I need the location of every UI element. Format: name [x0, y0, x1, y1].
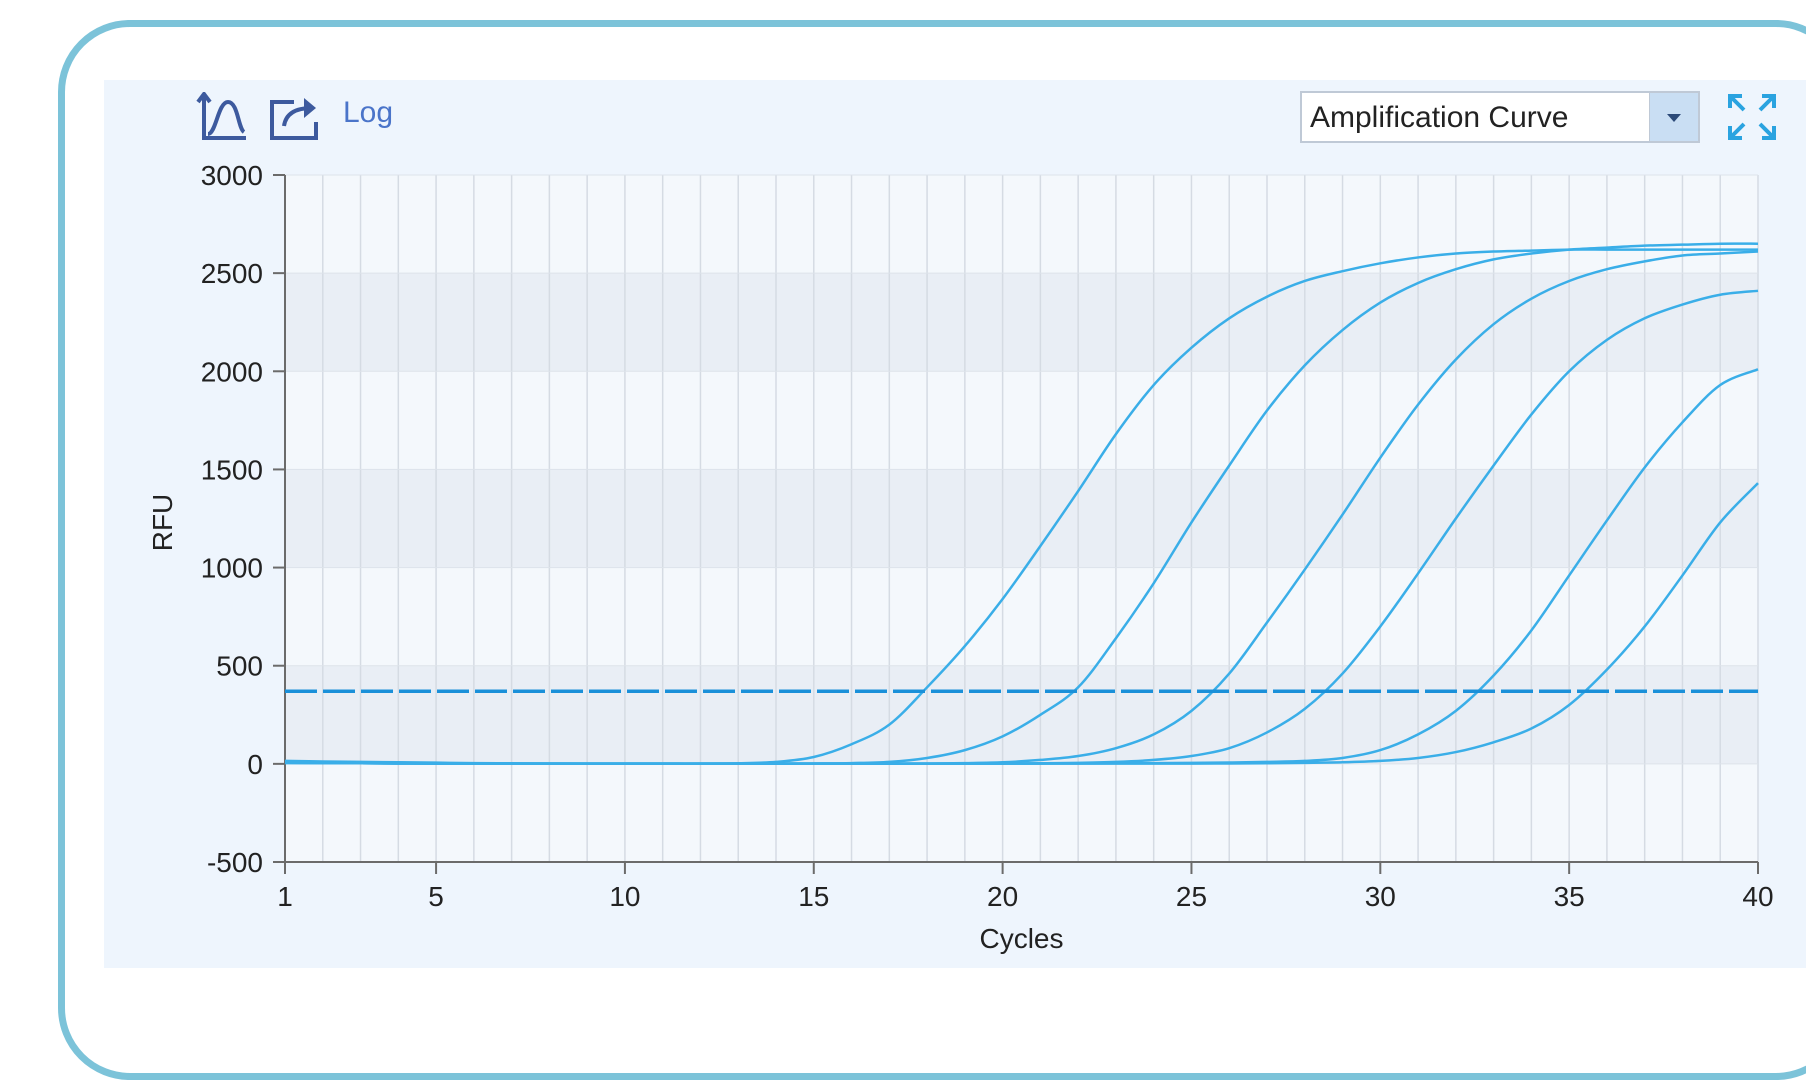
- x-tick-label: 1: [277, 881, 293, 912]
- expand-icon[interactable]: [1726, 92, 1778, 142]
- curve-axis-icon[interactable]: [196, 92, 250, 142]
- view-select[interactable]: Amplification Curve: [1300, 91, 1700, 143]
- plot-band: [285, 469, 1758, 568]
- plot-band: [285, 273, 1758, 372]
- y-tick-label: 1500: [201, 454, 263, 485]
- y-tick-label: -500: [207, 847, 263, 878]
- dropdown-arrow-container[interactable]: [1649, 93, 1698, 141]
- y-tick-label: 0: [247, 749, 263, 780]
- y-tick-label: 2500: [201, 258, 263, 289]
- y-tick-label: 1000: [201, 553, 263, 584]
- x-tick-label: 35: [1554, 881, 1585, 912]
- export-icon[interactable]: [268, 92, 322, 142]
- chevron-down-icon: [1667, 114, 1681, 122]
- plot-band: [285, 665, 1758, 764]
- view-select-value: Amplification Curve: [1310, 101, 1569, 134]
- x-tick-label: 10: [609, 881, 640, 912]
- x-tick-label: 5: [428, 881, 444, 912]
- x-tick-label: 20: [987, 881, 1018, 912]
- x-tick-label: 40: [1742, 881, 1773, 912]
- x-tick-label: 15: [798, 881, 829, 912]
- x-axis-title: Cycles: [979, 923, 1063, 954]
- x-tick-label: 25: [1176, 881, 1207, 912]
- series-line-6: [284, 482, 1759, 765]
- log-toggle[interactable]: Log: [343, 96, 394, 129]
- y-tick-label: 2000: [201, 356, 263, 387]
- y-tick-label: 500: [216, 651, 263, 682]
- x-tick-label: 30: [1365, 881, 1396, 912]
- y-tick-label: 3000: [201, 160, 263, 191]
- y-axis-title: RFU: [147, 494, 178, 552]
